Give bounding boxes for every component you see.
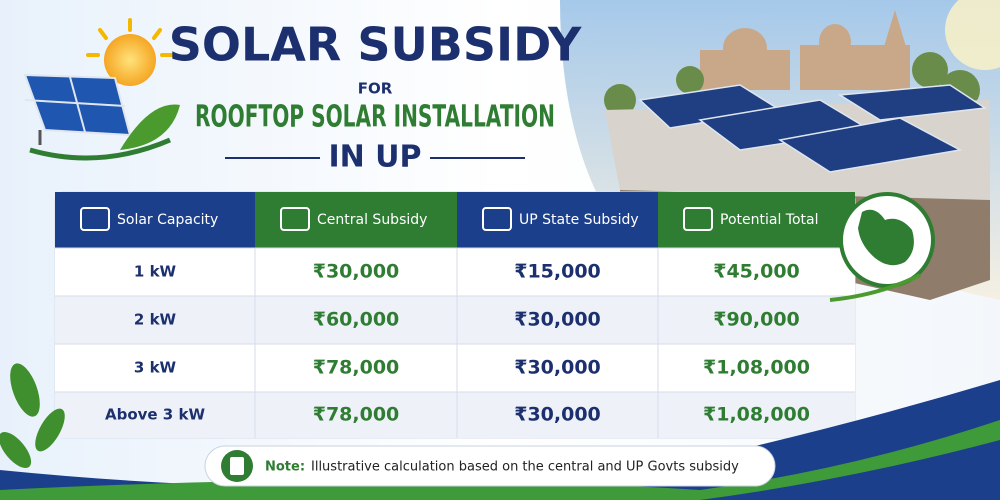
note-text: Illustrative calculation based on the ce… — [311, 460, 739, 475]
header-icon — [683, 207, 713, 231]
capacity: 1 kW — [134, 263, 177, 281]
header-icon — [482, 207, 512, 231]
subsidy-amount: ₹78,000 — [313, 357, 400, 379]
header-icon — [80, 207, 110, 231]
row-background — [55, 248, 855, 296]
sun-glow — [945, 0, 1000, 70]
title: SOLAR SUBSIDY — [169, 18, 582, 72]
header-cell — [658, 192, 855, 248]
leaves — [0, 363, 65, 469]
monuments — [700, 10, 910, 90]
subtitle: ROOFTOP SOLAR INSTALLATION — [195, 100, 555, 135]
subsidy-amount: ₹1,08,000 — [703, 357, 810, 379]
header-cell — [255, 192, 457, 248]
subsidy-amount: ₹30,000 — [514, 404, 601, 426]
column-header: Central Subsidy — [317, 212, 427, 228]
connector: FOR — [358, 80, 393, 98]
region: IN UP — [328, 140, 421, 175]
subsidy-amount: ₹45,000 — [713, 261, 800, 283]
column-header: Potential Total — [720, 212, 818, 228]
header-cell — [457, 192, 658, 248]
capacity: 3 kW — [134, 359, 177, 377]
capacity: Above 3 kW — [105, 406, 205, 424]
row-background — [55, 392, 855, 438]
subsidy-amount: ₹30,000 — [514, 309, 601, 331]
subsidy-amount: ₹15,000 — [514, 261, 601, 283]
up-map — [858, 209, 914, 266]
solar-logo — [23, 18, 180, 161]
note-icon-calculator — [230, 457, 244, 475]
row-background — [55, 344, 855, 392]
table: Solar Capacity Central Subsidy UP State Su… — [55, 192, 855, 438]
rooftop-panels — [638, 84, 988, 173]
subsidy-amount: ₹90,000 — [713, 309, 800, 331]
subsidy-amount: ₹1,08,000 — [703, 404, 810, 426]
header-cell — [55, 192, 255, 248]
leaf-swoosh — [829, 273, 921, 302]
note-label: Note: — [265, 460, 305, 475]
subsidy-amount: ₹78,000 — [313, 404, 400, 426]
note-box — [204, 445, 776, 487]
capacity: 2 kW — [134, 311, 177, 329]
column-header: Solar Capacity — [117, 212, 218, 228]
subsidy-amount: ₹60,000 — [313, 309, 400, 331]
subsidy-amount: ₹30,000 — [514, 357, 601, 379]
header-icon — [280, 207, 310, 231]
column-header: UP State Subsidy — [519, 212, 639, 228]
subsidy-amount: ₹30,000 — [313, 261, 400, 283]
row-background — [55, 296, 855, 344]
